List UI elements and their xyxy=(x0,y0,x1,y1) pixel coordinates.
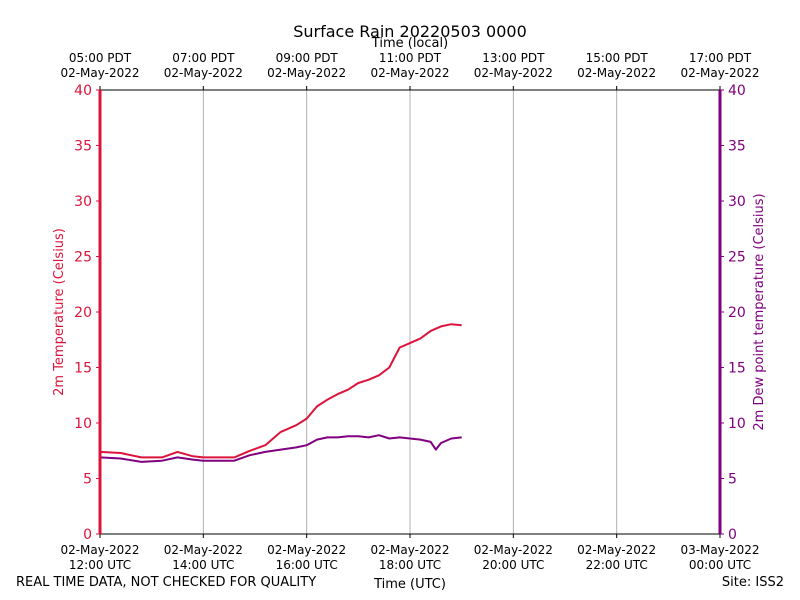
y-tick-label: 10 xyxy=(74,416,92,432)
y2-tick-label: 10 xyxy=(728,416,746,432)
y2-tick-label: 5 xyxy=(728,472,737,488)
y-tick-label: 40 xyxy=(74,83,92,99)
x-tick-label-time: 16:00 UTC xyxy=(276,558,338,572)
chart-title: Surface Rain 20220503 0000 xyxy=(293,22,527,41)
quality-disclaimer: REAL TIME DATA, NOT CHECKED FOR QUALITY xyxy=(16,575,317,590)
top-axis-label: Time (local) xyxy=(371,36,448,51)
x-tick-label-date: 02-May-2022 xyxy=(370,543,449,557)
x2-tick-label-date: 02-May-2022 xyxy=(680,66,759,80)
x2-tick-label-date: 02-May-2022 xyxy=(60,66,139,80)
site-label: Site: ISS2 xyxy=(721,575,784,590)
y2-tick-label: 15 xyxy=(728,361,746,377)
y2-tick-label: 30 xyxy=(728,194,746,210)
x-tick-label-date: 02-May-2022 xyxy=(577,543,656,557)
x2-tick-label-time: 07:00 PDT xyxy=(172,51,235,65)
temperature-line xyxy=(99,323,462,459)
x-tick-label-time: 18:00 UTC xyxy=(379,558,441,572)
series-layer xyxy=(99,323,462,463)
x-tick-label-date: 02-May-2022 xyxy=(60,543,139,557)
y2-tick-label: 25 xyxy=(728,250,746,266)
y-tick-label: 25 xyxy=(74,250,92,266)
left-axis-label: 2m Temperature (Celsius) xyxy=(52,228,67,396)
y-tick-label: 15 xyxy=(74,361,92,377)
y2-tick-label: 0 xyxy=(728,527,737,543)
x-tick-label-date: 02-May-2022 xyxy=(267,543,346,557)
y-tick-label: 5 xyxy=(83,472,92,488)
right-axis-label: 2m Dew point temperature (Celsius) xyxy=(752,193,767,430)
x-tick-label-time: 12:00 UTC xyxy=(69,558,131,572)
x2-tick-label-time: 09:00 PDT xyxy=(276,51,339,65)
x-tick-label-date: 02-May-2022 xyxy=(164,543,243,557)
x-tick-label-date: 03-May-2022 xyxy=(680,543,759,557)
x-tick-label-time: 22:00 UTC xyxy=(586,558,648,572)
y-tick-label: 0 xyxy=(83,527,92,543)
bottom-axis-label: Time (UTC) xyxy=(373,577,446,592)
y-tick-label: 30 xyxy=(74,194,92,210)
x2-tick-label-time: 05:00 PDT xyxy=(69,51,132,65)
x2-tick-label-time: 17:00 PDT xyxy=(689,51,752,65)
y-tick-label: 35 xyxy=(74,139,92,155)
x-tick-label-time: 00:00 UTC xyxy=(689,558,751,572)
x-tick-label-time: 14:00 UTC xyxy=(172,558,234,572)
x-tick-label-date: 02-May-2022 xyxy=(474,543,553,557)
x2-tick-label-date: 02-May-2022 xyxy=(577,66,656,80)
x-tick-label-time: 20:00 UTC xyxy=(482,558,544,572)
x2-tick-label-time: 11:00 PDT xyxy=(379,51,442,65)
y2-tick-label: 20 xyxy=(728,305,746,321)
x2-tick-label-date: 02-May-2022 xyxy=(370,66,449,80)
grid-lines xyxy=(202,90,618,534)
y2-tick-label: 40 xyxy=(728,83,746,99)
y-tick-label: 20 xyxy=(74,305,92,321)
x2-tick-label-time: 13:00 PDT xyxy=(482,51,545,65)
x2-tick-label-date: 02-May-2022 xyxy=(474,66,553,80)
x2-tick-label-time: 15:00 PDT xyxy=(586,51,649,65)
y2-tick-label: 35 xyxy=(728,139,746,155)
x2-tick-label-date: 02-May-2022 xyxy=(164,66,243,80)
x2-tick-label-date: 02-May-2022 xyxy=(267,66,346,80)
dewpoint-line xyxy=(99,434,462,463)
